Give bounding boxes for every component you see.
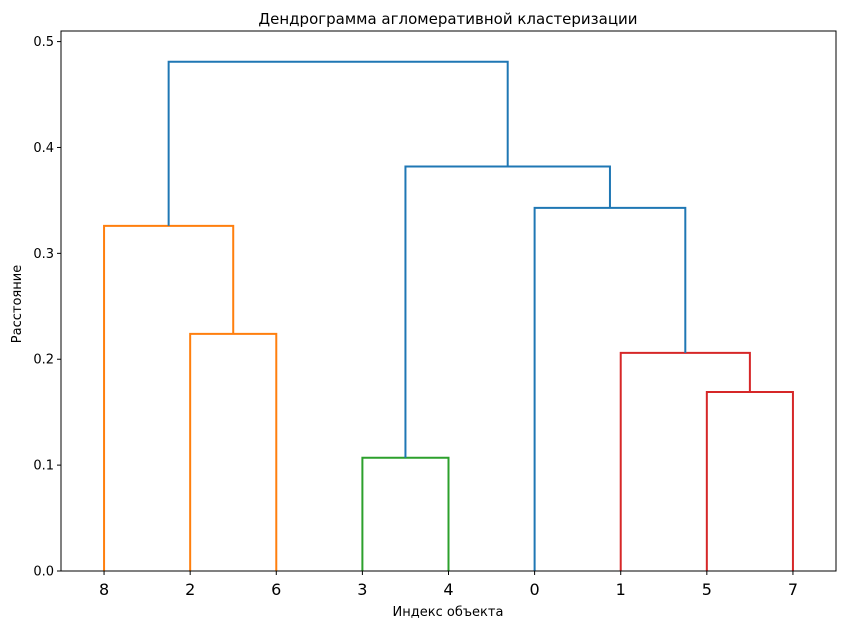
x-tick-label: 1 <box>616 580 626 599</box>
dendrogram-link-0 <box>705 391 794 571</box>
x-tick-label: 7 <box>788 580 798 599</box>
y-tick-label: 0.1 <box>33 459 54 474</box>
chart-title: Дендрограмма агломеративной кластеризаци… <box>258 10 637 28</box>
plot-area <box>60 30 837 572</box>
x-tick-label: 6 <box>271 580 281 599</box>
x-tick-label: 8 <box>99 580 109 599</box>
dendrogram-link-5 <box>533 206 687 571</box>
x-axis: 8 2 6 3 4 0 1 5 7 <box>99 571 798 599</box>
y-tick-label: 0.0 <box>33 565 54 580</box>
x-axis-label: Индекс объекта <box>393 605 504 620</box>
dendrogram-link-1 <box>619 351 751 571</box>
y-tick-label: 0.2 <box>33 353 54 368</box>
x-tick-label: 2 <box>185 580 195 599</box>
y-tick-label: 0.4 <box>33 141 54 156</box>
x-tick-label: 0 <box>530 580 540 599</box>
dendrogram-link-6 <box>404 165 611 458</box>
x-tick-label: 3 <box>357 580 367 599</box>
y-tick-label: 0.5 <box>33 35 54 50</box>
dendrogram-link-4 <box>103 224 235 571</box>
dendrogram-link-3 <box>361 456 450 571</box>
y-tick-label: 0.3 <box>33 247 54 262</box>
dendrogram-link-7 <box>167 60 509 226</box>
x-tick-label: 5 <box>702 580 712 599</box>
x-tick-label: 4 <box>443 580 453 599</box>
y-axis-label: Расстояние <box>10 265 25 343</box>
y-axis: 0.0 0.1 0.2 0.3 0.4 0.5 <box>33 35 61 580</box>
dendrogram-link-2 <box>189 332 278 571</box>
